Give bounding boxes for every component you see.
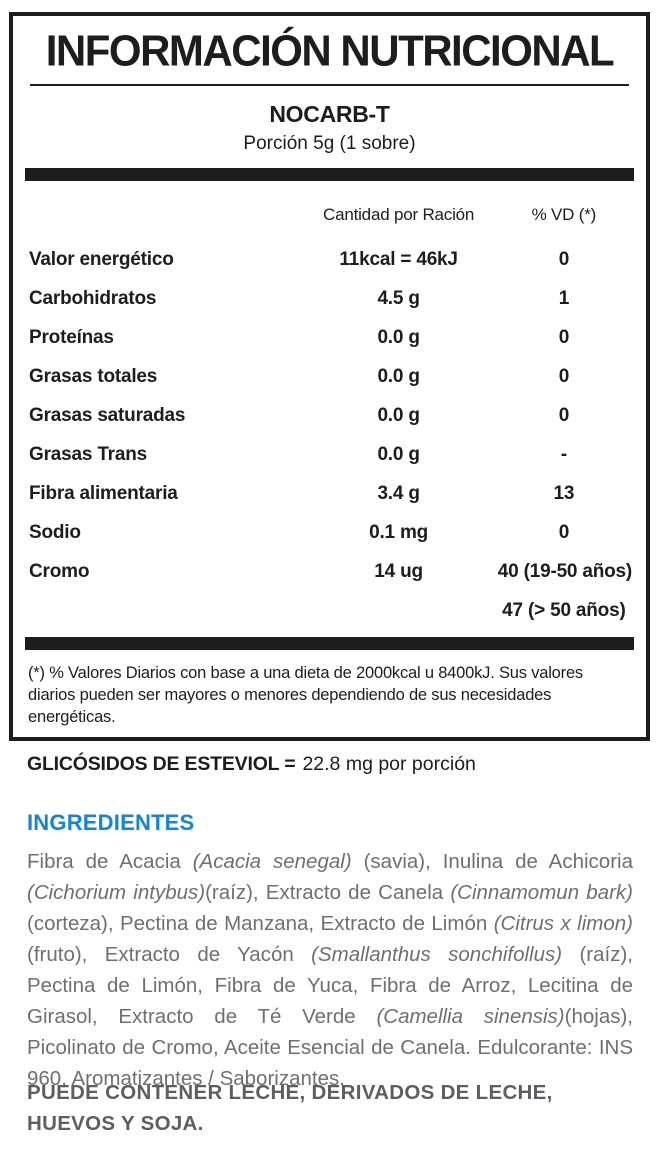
table-row: Grasas Trans 0.0 g - (29, 435, 630, 474)
nutrient-dv: 0 (558, 404, 570, 426)
nutrition-facts-box: INFORMACIÓN NUTRICIONAL NOCARB-T Porción… (9, 12, 650, 741)
separator-bar-bottom (25, 637, 634, 651)
table-row: Sodio 0.1 mg 0 (29, 513, 630, 552)
table-row: Valor energético 11kcal = 46kJ 0 (29, 240, 630, 279)
nutrient-name: Carbohidratos (29, 287, 157, 309)
nutrient-amount: 14 ug (374, 560, 423, 582)
column-header-amount: Cantidad por Ración (323, 205, 475, 225)
nutrient-name: Grasas Trans (29, 443, 148, 465)
nutrition-title: INFORMACIÓN NUTRICIONAL (45, 26, 615, 75)
nutrient-dv: 13 (553, 482, 575, 504)
product-name: NOCARB-T (269, 101, 390, 128)
ingredients-section: INGREDIENTES Fibra de Acacia (Acacia sen… (27, 810, 633, 1094)
nutrient-dv: 47 (> 50 años) (502, 599, 626, 621)
steviol-value: 22.8 mg por porción (302, 753, 476, 775)
nutrient-amount: 3.4 g (377, 482, 420, 504)
nutrient-amount: 4.5 g (377, 287, 420, 309)
column-header-dv: % VD (*) (531, 205, 597, 225)
daily-values-footnote: (*) % Valores Diarios con base a una die… (28, 664, 583, 726)
table-row: Grasas saturadas 0.0 g 0 (29, 396, 630, 435)
table-row: Cromo 14 ug 40 (19-50 años) (29, 552, 633, 591)
nutrient-dv: 1 (558, 287, 570, 309)
nutrient-amount: 0.0 g (377, 365, 420, 387)
nutrient-name: Fibra alimentaria (29, 482, 178, 504)
allergen-statement: PUEDE CONTENER LECHE, DERIVADOS DE LECHE… (27, 1081, 553, 1135)
ingredients-heading: INGREDIENTES (27, 810, 195, 835)
nutrient-amount: 0.0 g (377, 443, 420, 465)
nutrient-amount: 0.0 g (377, 404, 420, 426)
nutrient-dv: 0 (558, 248, 570, 270)
table-row: Grasas totales 0.0 g 0 (29, 357, 630, 396)
nutrient-dv: 0 (558, 365, 570, 387)
nutrient-name: Cromo (29, 560, 90, 582)
nutrient-dv: 0 (558, 326, 570, 348)
table-row: 47 (> 50 años) (29, 591, 630, 630)
table-row: Carbohidratos 4.5 g 1 (29, 279, 630, 318)
steviol-line: GLICÓSIDOS DE ESTEVIOL = 22.8 mg por porc… (27, 753, 476, 776)
nutrient-dv: - (560, 443, 567, 465)
title-divider (30, 84, 629, 87)
nutrient-dv: 0 (558, 521, 570, 543)
table-row: Fibra alimentaria 3.4 g 13 (29, 474, 630, 513)
table-header-row: Cantidad por Ración % VD (*) (29, 205, 630, 225)
serving-size: Porción 5g (1 sobre) (243, 133, 416, 155)
table-row: Proteínas 0.0 g 0 (29, 318, 630, 357)
nutrient-amount: 0.0 g (377, 326, 420, 348)
steviol-label: GLICÓSIDOS DE ESTEVIOL = (27, 753, 296, 775)
separator-bar-top (25, 168, 634, 182)
nutrient-table: Valor energético 11kcal = 46kJ 0 Carbohi… (13, 240, 646, 630)
ingredients-paragraph: Fibra de Acacia (Acacia senegal) (savia)… (27, 850, 633, 1090)
nutrient-name: Grasas totales (29, 365, 158, 387)
nutrient-name: Sodio (29, 521, 81, 543)
nutrient-amount: 0.1 mg (369, 521, 429, 543)
nutrient-name: Proteínas (29, 326, 114, 348)
nutrient-amount: 11kcal = 46kJ (339, 248, 458, 270)
nutrient-name: Grasas saturadas (29, 404, 186, 426)
nutrient-dv: 40 (19-50 años) (497, 560, 633, 582)
nutrient-name: Valor energético (29, 248, 174, 270)
